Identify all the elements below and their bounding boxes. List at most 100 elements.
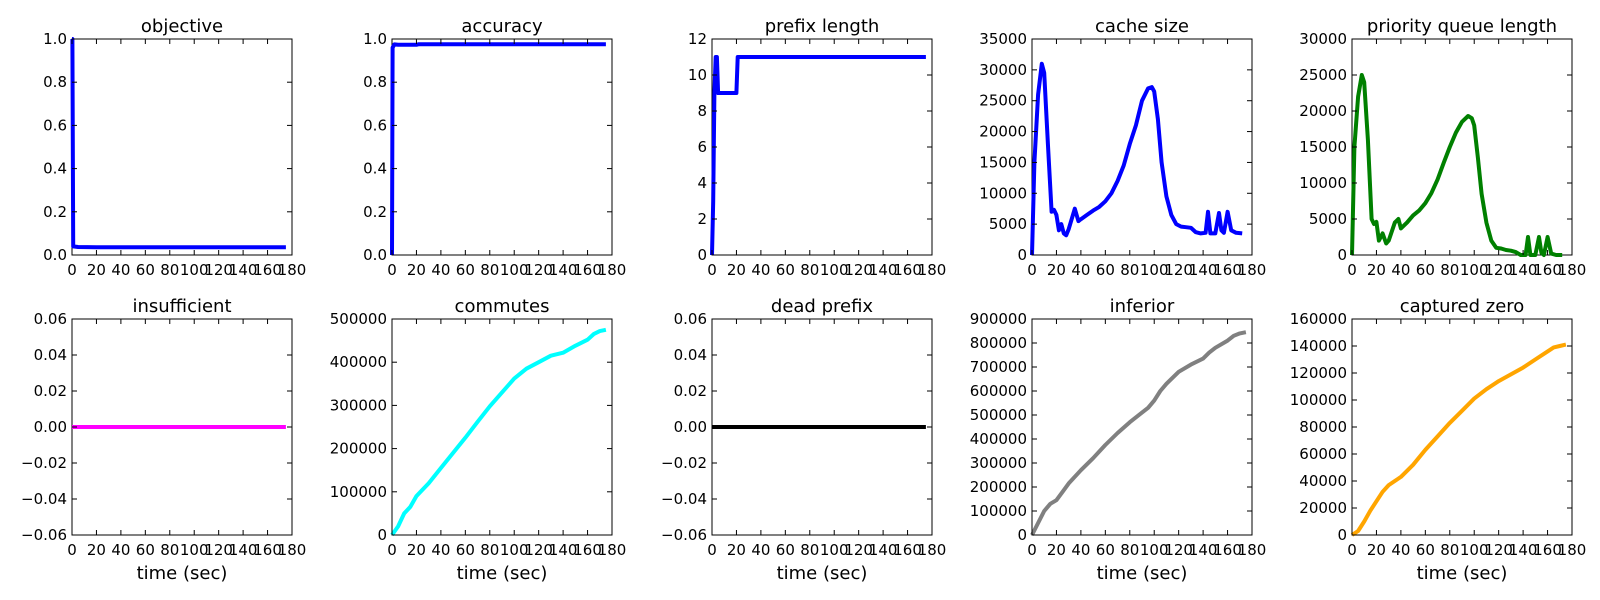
x-tick-label: 100	[1140, 541, 1169, 559]
x-tick-label: 180	[598, 261, 627, 279]
x-tick-label: 60	[136, 261, 155, 279]
y-tick-label: 200000	[330, 440, 387, 458]
x-tick-label: 40	[431, 261, 450, 279]
x-tick-label: 20	[1367, 261, 1386, 279]
series-line-accuracy	[390, 42, 606, 256]
y-tick-label: 0	[1017, 246, 1027, 264]
y-tick-label: 100000	[1290, 391, 1347, 409]
x-tick-label: 0	[1027, 261, 1037, 279]
plot-area-cache-size	[1031, 38, 1253, 256]
subplot-title: inferior	[1110, 296, 1175, 317]
series-line-captured-zero	[1350, 342, 1567, 537]
x-tick-label: 100	[820, 261, 849, 279]
x-tick-label: 40	[431, 541, 450, 559]
y-tick-label: 12	[688, 30, 707, 48]
x-tick-label: 180	[918, 541, 947, 559]
x-tick-label: 40	[111, 541, 130, 559]
y-tick-label: 0.4	[43, 160, 67, 178]
y-tick-label: 15000	[979, 153, 1027, 171]
y-tick-label: −0.04	[21, 490, 67, 508]
x-tick-label: 80	[480, 541, 499, 559]
y-tick-label: 1.0	[363, 30, 387, 48]
x-tick-label: 140	[1189, 261, 1218, 279]
x-tick-label: 0	[1027, 541, 1037, 559]
x-tick-label: 0	[707, 541, 717, 559]
x-tick-label: 100	[1140, 261, 1169, 279]
x-tick-label: 40	[1071, 261, 1090, 279]
y-tick-label: 160000	[1290, 310, 1347, 328]
x-tick-label: 100	[500, 541, 529, 559]
y-tick-label: 100000	[330, 483, 387, 501]
series-line-commutes	[390, 327, 607, 537]
y-tick-label: 400000	[970, 430, 1027, 448]
y-tick-label: 0	[377, 526, 387, 544]
y-tick-label: 4	[697, 174, 707, 192]
y-tick-label: 10000	[1299, 174, 1347, 192]
x-tick-label: 160	[573, 261, 602, 279]
y-tick-label: 400000	[330, 353, 387, 371]
subplot-title: captured zero	[1400, 296, 1525, 317]
y-tick-label: 0	[697, 246, 707, 264]
y-tick-label: 0.02	[674, 382, 707, 400]
x-tick-label: 80	[800, 261, 819, 279]
plot-area-inferior	[1031, 318, 1253, 536]
y-tick-label: 20000	[1299, 499, 1347, 517]
x-tick-label: 60	[1416, 541, 1435, 559]
x-tick-label: 0	[387, 541, 397, 559]
y-tick-label: 25000	[1299, 66, 1347, 84]
y-tick-label: 1.0	[43, 30, 67, 48]
x-tick-label: 180	[918, 261, 947, 279]
x-tick-label: 40	[1391, 541, 1410, 559]
x-tick-label: 20	[1047, 261, 1066, 279]
x-tick-label: 120	[1164, 541, 1193, 559]
x-tick-label: 0	[67, 541, 77, 559]
x-tick-label: 20	[1367, 541, 1386, 559]
y-tick-label: 15000	[1299, 138, 1347, 156]
y-tick-label: 0.8	[43, 73, 67, 91]
subplot-title: objective	[141, 16, 223, 37]
y-tick-label: 300000	[330, 396, 387, 414]
y-tick-label: 0.02	[34, 382, 67, 400]
x-tick-label: 100	[820, 541, 849, 559]
y-tick-label: 30000	[979, 61, 1027, 79]
x-tick-label: 20	[407, 261, 426, 279]
x-tick-label: 140	[229, 541, 258, 559]
x-tick-label: 180	[1558, 261, 1587, 279]
y-tick-label: 0.00	[34, 418, 67, 436]
x-tick-label: 120	[1484, 541, 1513, 559]
subplot-title: dead prefix	[771, 296, 874, 317]
y-tick-label: 2	[697, 210, 707, 228]
x-tick-label: 140	[549, 261, 578, 279]
subplot-title: priority queue length	[1367, 16, 1557, 37]
x-tick-label: 20	[727, 541, 746, 559]
y-tick-label: 120000	[1290, 364, 1347, 382]
x-tick-label: 0	[1347, 261, 1357, 279]
y-tick-label: 0.6	[363, 116, 387, 134]
x-tick-label: 80	[1120, 261, 1139, 279]
y-tick-label: 0.8	[363, 73, 387, 91]
x-tick-label: 180	[1238, 541, 1267, 559]
series-line-inferior	[1030, 330, 1247, 536]
x-tick-label: 60	[456, 541, 475, 559]
y-tick-label: 20000	[1299, 102, 1347, 120]
y-tick-label: 0.04	[34, 346, 67, 364]
y-tick-label: 0.0	[363, 246, 387, 264]
x-tick-label: 80	[1440, 541, 1459, 559]
y-tick-label: 0	[1017, 526, 1027, 544]
x-tick-label: 160	[1213, 541, 1242, 559]
x-tick-label: 180	[598, 541, 627, 559]
x-tick-label: 80	[480, 261, 499, 279]
y-tick-label: 0	[1337, 526, 1347, 544]
y-tick-label: 60000	[1299, 445, 1347, 463]
plot-area-prefix-length	[711, 38, 933, 256]
x-tick-label: 120	[1164, 261, 1193, 279]
x-tick-label: 140	[869, 261, 898, 279]
x-tick-label: 60	[136, 541, 155, 559]
y-tick-label: 40000	[1299, 472, 1347, 490]
subplot-title: prefix length	[765, 16, 880, 37]
y-tick-label: 0.0	[43, 246, 67, 264]
y-tick-label: 6	[697, 138, 707, 156]
